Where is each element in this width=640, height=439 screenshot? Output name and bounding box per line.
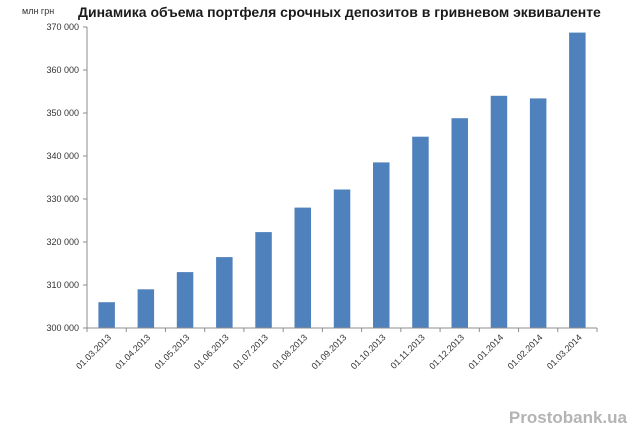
x-tick-label: 01.06.2013 [192,332,231,371]
bar-01.06.2013 [216,257,233,328]
y-axis-unit-label: млн грн [22,6,54,16]
bar-01.03.2014 [569,32,586,328]
y-tick-label: 300 000 [46,323,79,333]
x-tick-label: 01.01.2014 [466,332,505,371]
watermark: Prostobank.ua [509,408,628,427]
x-tick-label: 01.02.2014 [506,332,545,371]
y-tick-label: 330 000 [46,194,79,204]
y-tick-label: 310 000 [46,280,79,290]
bar-01.04.2013 [137,289,155,328]
x-tick-label: 01.03.2014 [545,332,584,371]
bars-group [98,32,586,329]
x-tick-label: 01.03.2013 [74,332,113,371]
x-tick-label: 01.11.2013 [388,332,426,370]
bar-01.11.2013 [412,136,429,328]
bar-01.09.2013 [333,189,351,328]
x-tick-label: 01.10.2013 [349,332,388,371]
y-tick-label: 320 000 [46,237,79,247]
y-tick-label: 360 000 [46,65,79,75]
y-tick-label: 340 000 [46,151,79,161]
bar-01.01.2014 [490,95,508,328]
y-tick-label: 370 000 [46,22,79,32]
x-tick-label: 01.08.2013 [270,332,309,371]
bar-01.02.2014 [529,98,547,329]
x-tick-label: 01.05.2013 [153,332,192,371]
bar-01.12.2013 [451,118,468,328]
x-axis: 01.03.2013 01.04.2013 01.05.2013 01.06.2013… [74,328,598,371]
bar-01.07.2013 [255,232,272,328]
bar-01.10.2013 [373,162,390,328]
x-tick-label: 01.12.2013 [427,332,466,371]
bar-01.03.2013 [98,302,115,328]
y-tick-label: 350 000 [46,108,79,118]
chart-title: Динамика объема портфеля срочных депозит… [78,4,601,20]
bar-01.08.2013 [294,207,311,328]
bar-01.05.2013 [176,272,194,328]
x-tick-label: 01.09.2013 [309,332,348,371]
x-tick-label: 01.04.2013 [113,332,152,371]
x-tick-label: 01.07.2013 [231,332,270,371]
y-axis: 300 000 310 000 320 000 330 000 340 000 350 0… [46,22,87,333]
